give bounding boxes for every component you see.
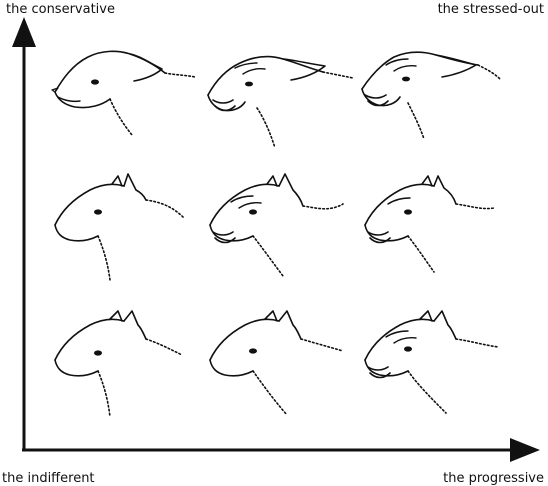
- wolf-head-r1c1: [51, 50, 196, 136]
- wolf-head-r2c2: [209, 173, 344, 277]
- wolf-head-r3c1: [54, 310, 183, 418]
- label-the-stressed-out: the stressed-out: [437, 2, 544, 17]
- label-the-indifferent: the indifferent: [2, 471, 95, 486]
- label-the-progressive: the progressive: [443, 471, 544, 486]
- label-the-conservative: the conservative: [6, 2, 115, 17]
- wolf-head-r1c2: [207, 55, 354, 149]
- wolf-head-r3c2: [209, 310, 344, 416]
- wolf-head-r3c3: [364, 310, 499, 414]
- wolf-head-r1c3: [361, 51, 501, 140]
- wolf-head-r2c3: [364, 175, 495, 273]
- wolf-head-r2c1: [54, 173, 185, 281]
